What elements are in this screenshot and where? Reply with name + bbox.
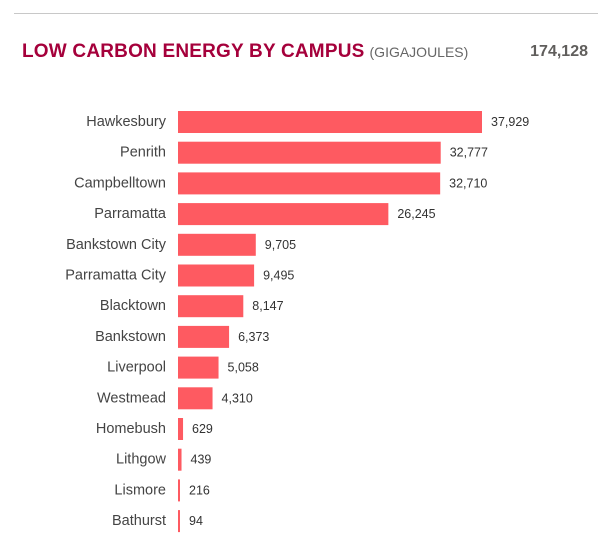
category-label: Parramatta City [65, 268, 166, 284]
bar[interactable] [178, 264, 255, 287]
value-label: 216 [189, 483, 210, 497]
top-divider [14, 13, 598, 14]
category-label: Lismore [114, 482, 166, 498]
value-label: 439 [191, 453, 212, 467]
category-label: Hawkesbury [86, 114, 167, 130]
bar[interactable] [178, 203, 389, 226]
category-label: Bathurst [112, 513, 166, 529]
bar[interactable] [178, 448, 182, 471]
bar[interactable] [178, 141, 441, 164]
category-label: Bankstown [95, 329, 166, 345]
bar-chart: Hawkesbury 37,929 Penrith 32,777 Campbelltow… [65, 111, 529, 533]
bar[interactable] [178, 510, 180, 533]
category-label: Westmead [97, 390, 166, 406]
value-label: 37,929 [491, 115, 529, 129]
bar[interactable] [178, 356, 219, 379]
bar[interactable] [178, 172, 441, 195]
value-label: 8,147 [252, 299, 283, 313]
category-label: Parramatta [94, 206, 167, 222]
bar[interactable] [178, 387, 213, 410]
bar[interactable] [178, 111, 482, 133]
value-label: 4,310 [222, 391, 253, 405]
value-label: 9,705 [265, 238, 296, 252]
category-label: Homebush [96, 421, 166, 437]
category-label: Penrith [120, 145, 166, 161]
value-label: 32,710 [449, 176, 487, 190]
value-label: 26,245 [397, 207, 435, 221]
bar[interactable] [178, 295, 244, 318]
total-value: 174,128 [530, 43, 588, 60]
chart-header: LOW CARBON ENERGY BY CAMPUS (GIGAJOULES) … [22, 41, 590, 71]
value-label: 32,777 [450, 146, 488, 160]
value-label: 6,373 [238, 330, 269, 344]
value-label: 94 [189, 514, 203, 528]
bar[interactable] [178, 479, 180, 502]
category-label: Liverpool [107, 360, 166, 376]
chart-unit: (GIGAJOULES) [369, 44, 469, 60]
chart-title: LOW CARBON ENERGY BY CAMPUS (GIGAJOULES) [22, 41, 468, 63]
value-label: 9,495 [263, 269, 294, 283]
bar[interactable] [178, 325, 230, 348]
bar[interactable] [178, 233, 256, 256]
category-label: Lithgow [116, 452, 167, 468]
category-label: Bankstown City [66, 237, 167, 253]
category-label: Blacktown [100, 298, 166, 314]
chart-title-text: LOW CARBON ENERGY BY CAMPUS [22, 41, 365, 62]
value-label: 629 [192, 422, 213, 436]
bar[interactable] [178, 418, 184, 440]
category-label: Campbelltown [74, 175, 166, 191]
value-label: 5,058 [228, 361, 259, 375]
